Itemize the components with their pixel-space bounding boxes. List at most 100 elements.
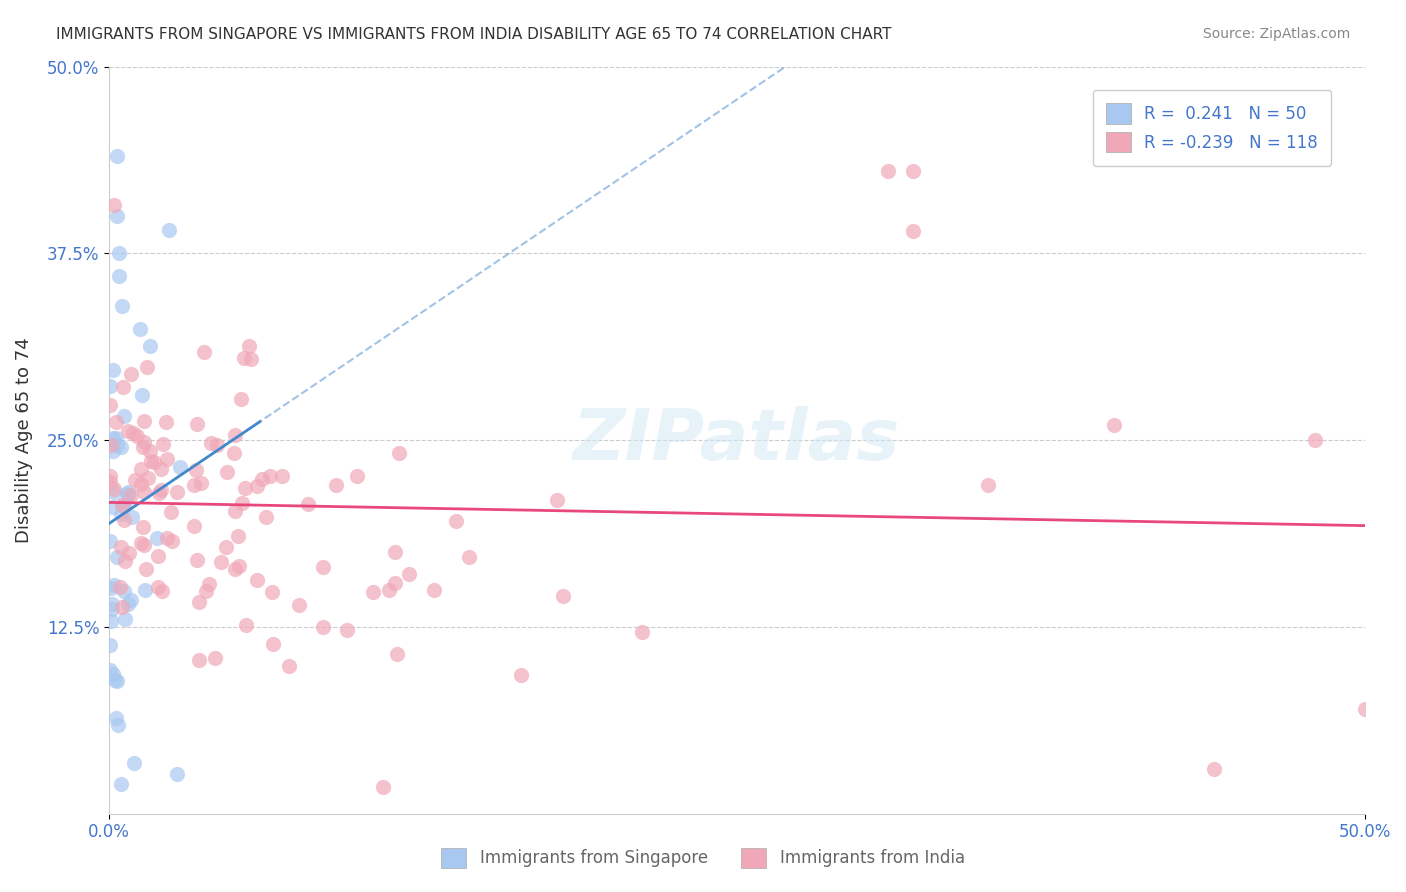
Point bbox=[146, 549, 169, 563]
Point bbox=[103, 431, 125, 445]
Point bbox=[361, 584, 384, 599]
Point bbox=[105, 549, 128, 564]
Point bbox=[312, 559, 335, 574]
Point bbox=[122, 756, 145, 770]
Point bbox=[385, 648, 408, 662]
Point bbox=[166, 766, 188, 780]
Text: Source: ZipAtlas.com: Source: ZipAtlas.com bbox=[1202, 27, 1350, 41]
Point bbox=[148, 580, 170, 594]
Point bbox=[311, 620, 333, 634]
Point bbox=[110, 600, 132, 615]
Point bbox=[254, 509, 277, 524]
Point bbox=[114, 554, 136, 568]
Point bbox=[103, 500, 125, 514]
Point bbox=[132, 520, 155, 534]
Point bbox=[105, 209, 128, 223]
Point bbox=[1303, 433, 1326, 447]
Point bbox=[103, 197, 125, 211]
Point bbox=[110, 580, 132, 594]
Point bbox=[1204, 762, 1226, 776]
Point bbox=[388, 446, 411, 460]
Point bbox=[423, 583, 446, 598]
Point bbox=[112, 409, 135, 423]
Point bbox=[141, 454, 163, 468]
Point bbox=[297, 497, 319, 511]
Point bbox=[131, 477, 153, 491]
Point bbox=[129, 462, 152, 476]
Point bbox=[186, 553, 208, 567]
Point bbox=[157, 223, 180, 237]
Point bbox=[110, 541, 132, 555]
Point bbox=[110, 507, 132, 521]
Point bbox=[101, 602, 124, 616]
Point bbox=[105, 711, 128, 725]
Point bbox=[148, 485, 170, 500]
Y-axis label: Disability Age 65 to 74: Disability Age 65 to 74 bbox=[15, 337, 32, 543]
Point bbox=[336, 624, 359, 638]
Point bbox=[377, 583, 399, 598]
Point bbox=[105, 438, 128, 452]
Point bbox=[101, 363, 124, 377]
Point bbox=[1354, 702, 1376, 716]
Point bbox=[346, 468, 368, 483]
Point bbox=[457, 550, 479, 565]
Point bbox=[117, 488, 139, 502]
Point bbox=[105, 431, 128, 445]
Point bbox=[100, 581, 122, 595]
Point bbox=[105, 149, 128, 163]
Point bbox=[184, 463, 207, 477]
Point bbox=[107, 717, 129, 731]
Point bbox=[194, 583, 217, 598]
Point bbox=[160, 533, 183, 548]
Point bbox=[155, 415, 177, 429]
Point bbox=[217, 465, 239, 479]
Point bbox=[120, 488, 142, 502]
Point bbox=[108, 268, 131, 283]
Point bbox=[117, 484, 139, 499]
Point bbox=[112, 499, 135, 513]
Point bbox=[224, 504, 246, 518]
Legend: R =  0.241   N = 50, R = -0.239   N = 118: R = 0.241 N = 50, R = -0.239 N = 118 bbox=[1092, 90, 1331, 166]
Point bbox=[104, 673, 127, 687]
Point bbox=[229, 392, 252, 406]
Point bbox=[260, 585, 283, 599]
Point bbox=[546, 493, 568, 508]
Point bbox=[224, 427, 246, 442]
Point bbox=[122, 425, 145, 440]
Point bbox=[398, 566, 420, 581]
Point bbox=[231, 495, 253, 509]
Point bbox=[278, 659, 301, 673]
Point bbox=[98, 378, 121, 392]
Point bbox=[129, 535, 152, 549]
Point bbox=[228, 559, 250, 574]
Point bbox=[204, 651, 226, 665]
Point bbox=[246, 573, 269, 587]
Point bbox=[103, 485, 125, 500]
Point bbox=[384, 544, 406, 558]
Point bbox=[131, 388, 153, 402]
Point bbox=[325, 478, 347, 492]
Point bbox=[103, 578, 125, 592]
Point bbox=[138, 338, 160, 352]
Point bbox=[103, 443, 125, 458]
Point bbox=[135, 359, 157, 374]
Point bbox=[169, 459, 191, 474]
Point bbox=[159, 505, 181, 519]
Point bbox=[111, 379, 134, 393]
Point bbox=[101, 667, 124, 681]
Point bbox=[226, 528, 249, 542]
Point bbox=[183, 478, 205, 492]
Point bbox=[259, 469, 281, 483]
Point bbox=[112, 584, 135, 599]
Point bbox=[139, 444, 162, 458]
Point bbox=[156, 531, 179, 545]
Point bbox=[198, 577, 221, 591]
Point bbox=[444, 515, 467, 529]
Point bbox=[114, 611, 136, 625]
Point bbox=[200, 435, 222, 450]
Point bbox=[105, 674, 128, 689]
Point bbox=[183, 518, 205, 533]
Point bbox=[104, 415, 127, 429]
Point bbox=[132, 434, 155, 449]
Point bbox=[235, 618, 257, 632]
